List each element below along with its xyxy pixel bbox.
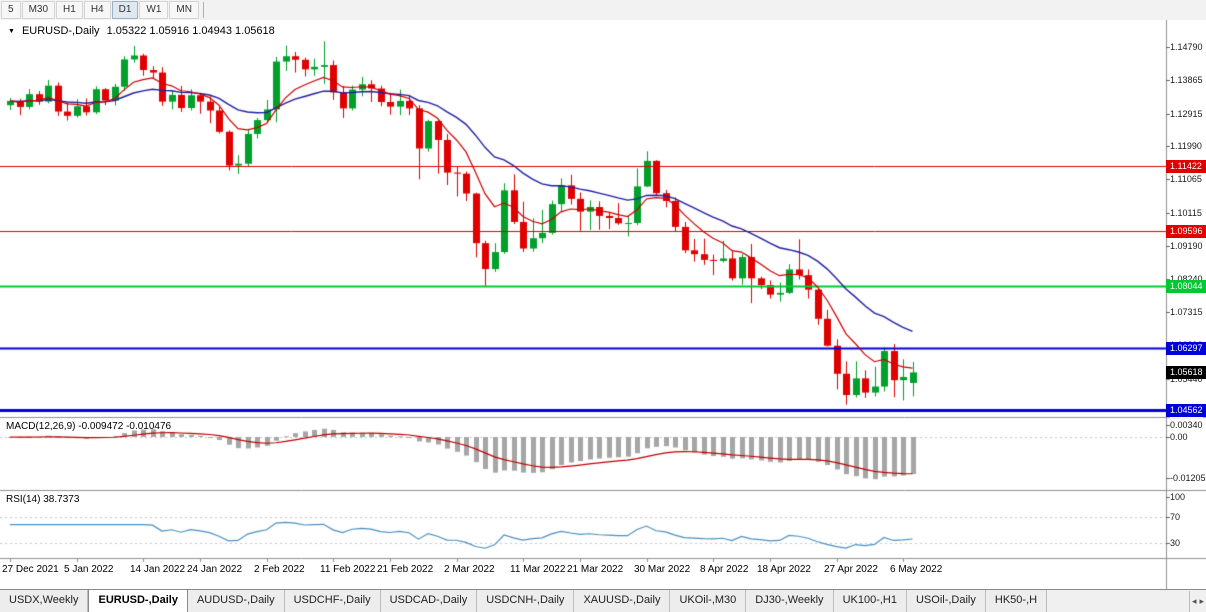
chart-tab-hk50-h[interactable]: HK50-,H	[985, 590, 1048, 612]
timeframe-button-m30[interactable]: M30	[21, 1, 56, 19]
tab-scroll-buttons: ◂ ▸	[1188, 591, 1206, 612]
chart-tab-usdcnh-daily[interactable]: USDCNH-,Daily	[477, 590, 575, 612]
timeframe-button-d1[interactable]: D1	[111, 1, 139, 19]
chart-tab-dj30-weekly[interactable]: DJ30-,Weekly	[746, 590, 834, 612]
chart-tabbar: USDX,Weekly EURUSD-,Daily AUDUSD-,Daily USD…	[0, 589, 1206, 612]
chevron-down-icon[interactable]: ▼	[8, 27, 15, 35]
chart-tab-usdx-weekly[interactable]: USDX,Weekly	[0, 590, 89, 612]
chart-symbol-label: EURUSD-,Daily	[21, 25, 100, 37]
timeframe-button-h4[interactable]: H4	[83, 1, 111, 19]
chart-ohlc-header: ▼ EURUSD-,Daily 1.05322 1.05916 1.04943 …	[8, 25, 275, 37]
tab-scroll-left-icon[interactable]: ◂	[1191, 596, 1197, 606]
timeframe-toolbar: 5 M30 H1 H4 D1 W1 MN	[0, 0, 1206, 21]
chart-tab-uk100-h1[interactable]: UK100-,H1	[833, 590, 907, 612]
chart-tab-audusd-daily[interactable]: AUDUSD-,Daily	[187, 590, 285, 612]
chart-window: ▼ EURUSD-,Daily 1.05322 1.05916 1.04943 …	[0, 20, 1206, 590]
timeframe-button-5[interactable]: 5	[1, 1, 21, 19]
timeframe-button-h1[interactable]: H1	[56, 1, 83, 19]
toolbar-separator	[202, 2, 204, 18]
chart-canvas[interactable]	[0, 20, 1206, 590]
chart-tab-ukoil-m30[interactable]: UKOil-,M30	[670, 590, 747, 612]
chart-tab-usdchf-daily[interactable]: USDCHF-,Daily	[284, 590, 381, 612]
chart-ohlc-values: 1.05322 1.05916 1.04943 1.05618	[106, 25, 275, 37]
chart-tab-eurusd-daily[interactable]: EURUSD-,Daily	[88, 590, 188, 612]
chart-tab-usdcad-daily[interactable]: USDCAD-,Daily	[380, 590, 478, 612]
tab-scroll-right-icon[interactable]: ▸	[1199, 596, 1204, 606]
timeframe-button-w1[interactable]: W1	[139, 1, 169, 19]
timeframe-button-mn[interactable]: MN	[169, 1, 199, 19]
macd-indicator-label: MACD(12,26,9) -0.009472 -0.010476	[6, 421, 172, 432]
chart-tab-usoil-daily[interactable]: USOil-,Daily	[906, 590, 986, 612]
chart-tab-xauusd-daily[interactable]: XAUUSD-,Daily	[574, 590, 671, 612]
rsi-indicator-label: RSI(14) 38.7373	[6, 494, 80, 505]
